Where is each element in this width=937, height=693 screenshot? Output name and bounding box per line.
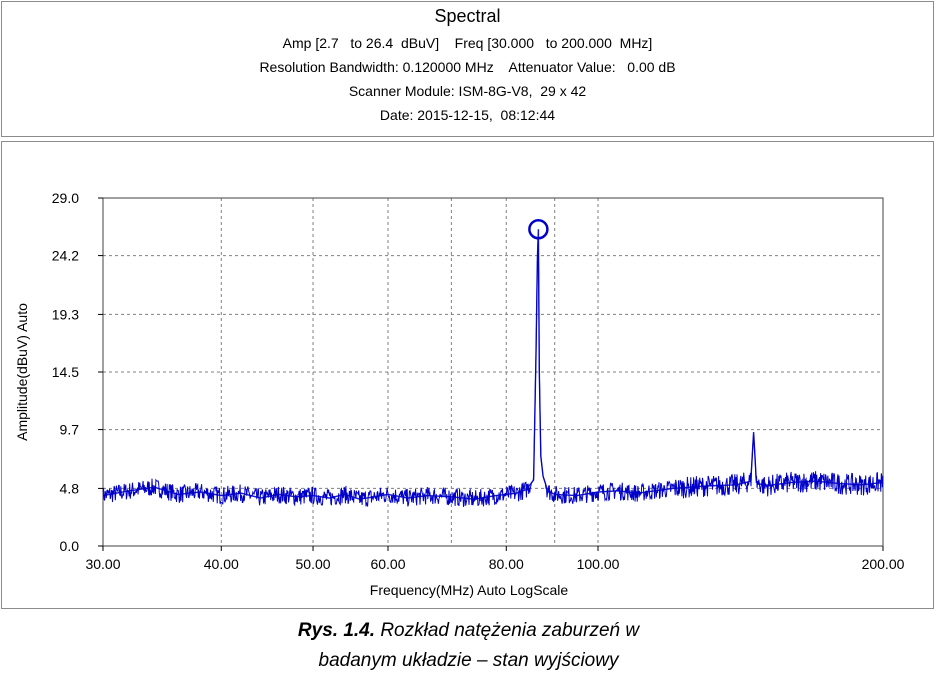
x-axis-label: Frequency(MHz) Auto LogScale [370, 582, 569, 598]
chart-title: Spectral [434, 6, 501, 26]
figure-caption-line1: Rys. 1.4. Rozkład natężenia zaburzeń w [0, 620, 937, 642]
amp-freq-range: Amp [2.7 to 26.4 dBuV] Freq [30.000 to 2… [282, 35, 653, 51]
spectrum-chart: 0.0 4.8 9.7 14.5 19.3 24.2 29.0 30.00 40.00 50.00… [14, 190, 905, 598]
y-tick-label: 14.5 [52, 364, 79, 380]
scanner-module: Scanner Module: ISM-8G-V8, 29 x 42 [348, 83, 587, 99]
y-tick-label: 4.8 [60, 480, 80, 496]
spectrum-header: Spectral Amp [2.7 to 26.4 dBuV] Freq [30… [1, 1, 934, 137]
x-tick-label: 50.00 [296, 556, 331, 572]
x-tick-label: 30.00 [85, 556, 120, 572]
y-tick-label: 0.0 [60, 538, 80, 554]
x-tick-label: 40.00 [204, 556, 239, 572]
y-tick-label: 29.0 [52, 190, 79, 206]
plot-panel: 0.0 4.8 9.7 14.5 19.3 24.2 29.0 30.00 40.00 50.00… [1, 141, 934, 609]
y-tick-label: 24.2 [52, 248, 79, 264]
figure-caption-text2: badanym układzie – stan wyjściowy [318, 650, 619, 671]
y-tick-label: 19.3 [52, 306, 79, 322]
x-tick-label: 100.00 [577, 556, 620, 572]
figure-caption-text1: Rozkład natężenia zaburzeń w [380, 620, 640, 641]
x-tick-label: 60.00 [370, 556, 405, 572]
measurement-date: Date: 2015-12-15, 08:12:44 [379, 107, 556, 123]
spectrum-envelope [102, 229, 884, 500]
x-tick-label: 200.00 [862, 556, 905, 572]
y-axis-label: Amplitude(dBuV) Auto [14, 303, 30, 441]
figure-caption-line2: badanym układzie – stan wyjściowy [0, 650, 937, 672]
peak-marker [528, 218, 549, 240]
rbw-attenuator: Resolution Bandwidth: 0.120000 MHz Atten… [259, 59, 676, 75]
y-tick-label: 9.7 [60, 422, 80, 438]
x-tick-label: 80.00 [489, 556, 524, 572]
figure-number: Rys. 1.4. [297, 620, 376, 641]
